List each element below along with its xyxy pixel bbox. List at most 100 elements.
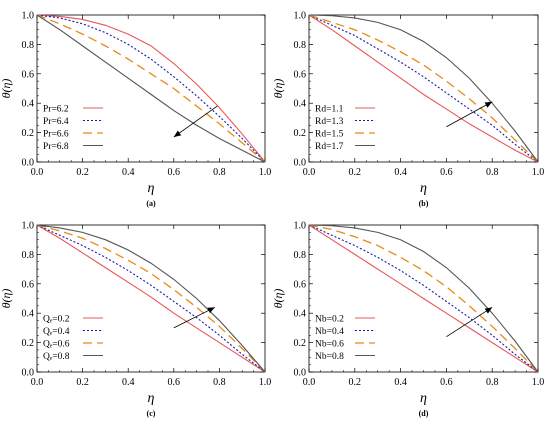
legend-label-2: Qₑ=0.4 bbox=[43, 327, 70, 337]
legend-label-3: Nb=0.6 bbox=[315, 340, 344, 350]
series-line-1 bbox=[308, 224, 539, 373]
series-line-2 bbox=[308, 14, 539, 163]
legend-label-3: Rd=1.5 bbox=[315, 130, 344, 140]
series-line-4 bbox=[36, 224, 266, 373]
x-axis-label: η bbox=[420, 391, 427, 406]
y-tick-label: 0.0 bbox=[22, 158, 35, 169]
legend-label-2: Nb=0.4 bbox=[315, 327, 344, 337]
y-tick-label: 0.0 bbox=[22, 368, 35, 379]
series-line-2 bbox=[36, 224, 266, 373]
y-tick-label: 0.2 bbox=[294, 338, 307, 349]
chart-panel-1: 0.0 0.2 0.4 0.6 0.8 1.0 0.0 0.2 0.4 0.6 0.8 1.0 Pr=6… bbox=[0, 11, 271, 209]
x-tick-label: 0.0 bbox=[303, 167, 316, 178]
x-tick-label: 0.8 bbox=[486, 167, 499, 178]
x-tick-label: 0.6 bbox=[440, 167, 453, 178]
y-tick-label: 0.4 bbox=[294, 99, 307, 110]
legend-label-1: Qₑ=0.2 bbox=[43, 315, 70, 325]
panel-label: (c) bbox=[147, 409, 156, 418]
x-axis-label: η bbox=[148, 391, 155, 406]
trend-arrow-head bbox=[207, 307, 215, 314]
y-tick-label: 0.2 bbox=[294, 128, 307, 139]
x-tick-label: 0.6 bbox=[168, 167, 181, 178]
series-line-1 bbox=[308, 14, 539, 163]
y-tick-label: 0.2 bbox=[22, 338, 35, 349]
y-tick-label: 0.6 bbox=[294, 279, 307, 290]
plot-frame bbox=[36, 14, 266, 163]
y-tick-label: 1.0 bbox=[22, 11, 35, 22]
x-tick-label: 1.0 bbox=[259, 167, 272, 178]
trend-arrow-shaft bbox=[173, 105, 218, 138]
y-tick-label: 0.4 bbox=[22, 309, 35, 320]
y-tick-label: 1.0 bbox=[294, 221, 307, 232]
trend-arrow-shaft bbox=[446, 101, 493, 128]
x-tick-label: 0.8 bbox=[213, 167, 226, 178]
x-tick-label: 0.4 bbox=[122, 377, 135, 388]
plot-frame bbox=[308, 14, 539, 163]
legend-label-4: Qₑ=0.8 bbox=[43, 352, 70, 362]
y-tick-label: 0.8 bbox=[22, 250, 35, 261]
series-line-4 bbox=[308, 224, 539, 373]
y-tick-label: 0.6 bbox=[22, 279, 35, 290]
x-tick-label: 0.6 bbox=[440, 377, 453, 388]
series-line-2 bbox=[308, 224, 539, 373]
x-tick-label: 0.0 bbox=[31, 167, 44, 178]
y-axis-label: θ(η) bbox=[0, 79, 13, 99]
trend-arrow-head bbox=[484, 307, 493, 314]
y-tick-label: 1.0 bbox=[294, 11, 307, 22]
y-tick-label: 0.6 bbox=[22, 69, 35, 80]
y-axis-label: θ(η) bbox=[0, 289, 13, 309]
legend-label-4: Pr=6.8 bbox=[43, 142, 69, 152]
y-tick-label: 0.6 bbox=[294, 69, 307, 80]
legend-label-1: Nb=0.2 bbox=[315, 315, 344, 325]
x-tick-label: 0.0 bbox=[303, 377, 316, 388]
series-line-4 bbox=[36, 14, 266, 163]
x-tick-label: 0.4 bbox=[122, 167, 135, 178]
chart-panel-2: 0.0 0.2 0.4 0.6 0.8 1.0 0.0 0.2 0.4 0.6 0.8 1.0 Rd=1… bbox=[271, 11, 544, 209]
x-tick-label: 1.0 bbox=[532, 377, 545, 388]
legend-label-3: Qₑ=0.6 bbox=[43, 340, 70, 350]
x-axis-label: η bbox=[148, 181, 155, 196]
series-line-1 bbox=[36, 14, 266, 163]
x-tick-label: 0.2 bbox=[76, 167, 89, 178]
legend-label-1: Rd=1.1 bbox=[315, 105, 344, 115]
x-axis-label: η bbox=[420, 181, 427, 196]
trend-arrow-shaft bbox=[446, 306, 493, 338]
x-tick-label: 1.0 bbox=[532, 167, 545, 178]
legend-label-1: Pr=6.2 bbox=[43, 105, 69, 115]
y-tick-label: 0.8 bbox=[294, 250, 307, 261]
x-tick-label: 0.4 bbox=[394, 377, 407, 388]
x-tick-label: 0.2 bbox=[349, 377, 362, 388]
legend-label-4: Rd=1.7 bbox=[315, 142, 344, 152]
y-axis-label: θ(η) bbox=[271, 289, 285, 309]
x-tick-label: 1.0 bbox=[259, 377, 272, 388]
legend-label-2: Pr=6.4 bbox=[43, 117, 69, 127]
x-tick-label: 0.4 bbox=[394, 167, 407, 178]
series-line-3 bbox=[36, 14, 266, 163]
y-tick-label: 0.0 bbox=[294, 158, 307, 169]
x-tick-label: 0.6 bbox=[168, 377, 181, 388]
y-tick-label: 0.2 bbox=[22, 128, 35, 139]
x-tick-label: 0.0 bbox=[31, 377, 44, 388]
legend-label-3: Pr=6.6 bbox=[43, 130, 69, 140]
panel-label: (a) bbox=[146, 199, 156, 208]
series-line-3 bbox=[308, 14, 539, 163]
y-tick-label: 0.4 bbox=[22, 99, 35, 110]
series-line-4 bbox=[308, 14, 539, 163]
y-axis-label: θ(η) bbox=[271, 79, 285, 99]
trend-arrow-shaft bbox=[173, 306, 216, 329]
trend-arrow-head bbox=[173, 130, 182, 138]
x-tick-label: 0.2 bbox=[349, 167, 362, 178]
x-tick-label: 0.2 bbox=[76, 377, 89, 388]
y-tick-label: 1.0 bbox=[22, 221, 35, 232]
chart-panel-4: 0.0 0.2 0.4 0.6 0.8 1.0 0.0 0.2 0.4 0.6 0.8 1.0 Nb=0… bbox=[271, 221, 544, 419]
series-line-1 bbox=[36, 224, 266, 373]
panel-label: (d) bbox=[419, 409, 429, 418]
y-tick-label: 0.8 bbox=[22, 40, 35, 51]
y-tick-label: 0.8 bbox=[294, 40, 307, 51]
series-line-2 bbox=[36, 14, 266, 163]
y-tick-label: 0.0 bbox=[294, 368, 307, 379]
y-tick-label: 0.4 bbox=[294, 309, 307, 320]
legend-label-2: Rd=1.3 bbox=[315, 117, 344, 127]
